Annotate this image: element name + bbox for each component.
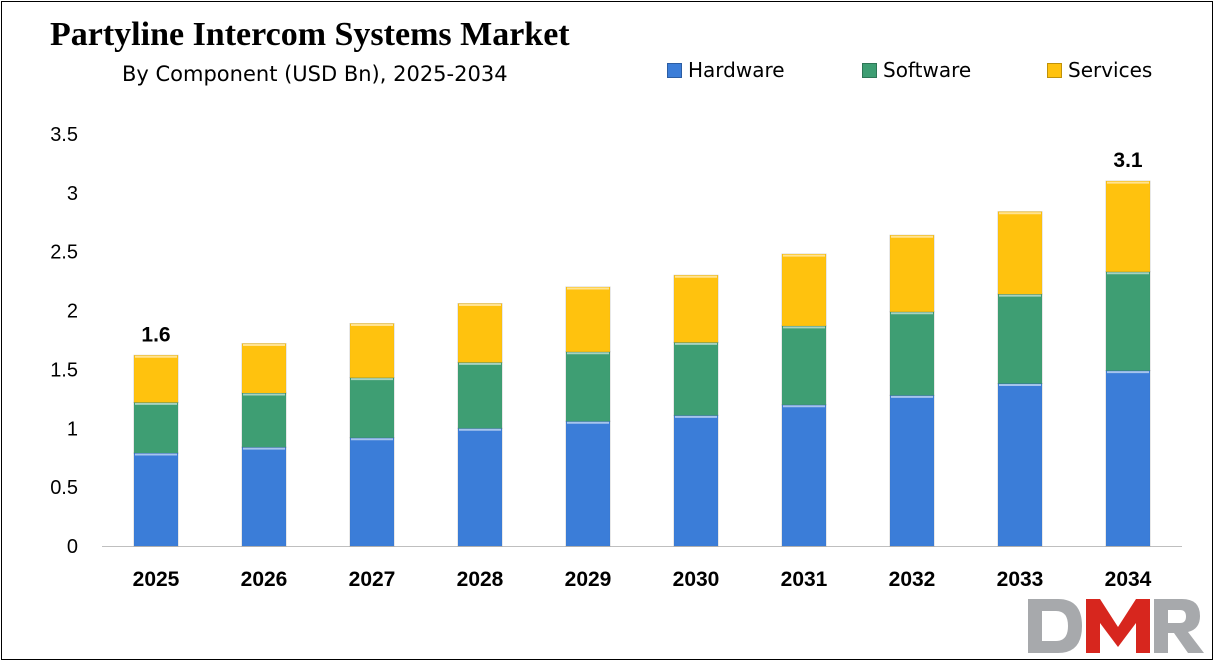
bar-shade-software-2025 (134, 402, 178, 454)
total-label-2025: 1.6 (141, 323, 170, 346)
x-tick-label-2030: 2030 (673, 568, 720, 591)
bar-shade-software-2032 (890, 311, 934, 396)
x-tick-label-2034: 2034 (1105, 568, 1152, 591)
bar-shade-services-2034 (1106, 181, 1150, 272)
logo-letter-r (1154, 599, 1204, 653)
logo-letter-m (1086, 599, 1150, 653)
total-label-2034: 3.1 (1113, 149, 1143, 172)
bar-shade-services-2026 (242, 343, 286, 393)
legend-label-software: Software (883, 58, 972, 82)
chart-subtitle: By Component (USD Bn), 2025-2034 (122, 62, 508, 86)
legend-item-software: Software (862, 58, 971, 82)
bar-shade-hardware-2026 (242, 447, 286, 546)
bar-shade-services-2032 (890, 235, 934, 312)
chart-legend: Hardware Software Services (667, 58, 1187, 84)
y-tick-label: 3.5 (50, 124, 78, 146)
bar-shade-hardware-2033 (998, 383, 1042, 546)
bar-shade-software-2028 (458, 362, 502, 429)
bar-shade-services-2033 (998, 211, 1042, 295)
x-tick-label-2025: 2025 (133, 568, 180, 591)
bar-shade-services-2029 (566, 287, 610, 352)
bar-shade-hardware-2031 (782, 404, 826, 546)
chart-title: Partyline Intercom Systems Market (50, 16, 570, 53)
y-tick-label: 1 (67, 418, 78, 440)
y-axis-tick-labels: 0 0.5 1 1.5 2 2.5 3 3.5 (50, 124, 78, 558)
bar-shade-software-2030 (674, 342, 718, 416)
bar-shade-software-2026 (242, 392, 286, 448)
bar-shade-hardware-2029 (566, 421, 610, 546)
x-tick-label-2028: 2028 (457, 568, 504, 591)
y-tick-label: 2 (67, 301, 78, 323)
bar-shade-services-2031 (782, 254, 826, 326)
legend-item-hardware: Hardware (667, 58, 785, 82)
x-tick-label-2027: 2027 (349, 568, 396, 591)
bar-stacks (133, 180, 1151, 547)
bar-shade-software-2029 (566, 351, 610, 422)
x-tick-label-2026: 2026 (241, 568, 288, 591)
x-axis-tick-labels: 2025 2026 2027 2028 2029 2030 2031 2032 2033 2034 (133, 568, 1152, 591)
bar-shade-hardware-2030 (674, 415, 718, 546)
bar-shade-services-2027 (350, 323, 394, 378)
bar-shade-hardware-2027 (350, 437, 394, 546)
bar-shade-hardware-2025 (134, 453, 178, 546)
bar-shade-hardware-2028 (458, 428, 502, 546)
y-tick-label: 1.5 (50, 359, 78, 381)
x-tick-label-2033: 2033 (997, 568, 1044, 591)
y-tick-label: 0 (67, 536, 78, 558)
y-tick-label: 2.5 (50, 242, 78, 264)
bar-shade-services-2030 (674, 275, 718, 343)
bar-shade-software-2031 (782, 325, 826, 405)
x-tick-label-2032: 2032 (889, 568, 936, 591)
bar-shade-software-2027 (350, 377, 394, 438)
legend-label-hardware: Hardware (688, 58, 785, 82)
legend-label-services: Services (1068, 58, 1153, 82)
logo-letter-d (1028, 599, 1082, 653)
bar-shade-services-2025 (134, 355, 178, 403)
legend-swatch-software (862, 62, 877, 78)
data-labels: 1.6 3.1 (141, 149, 1143, 346)
bar-shade-services-2028 (458, 303, 502, 363)
y-tick-label: 0.5 (50, 477, 78, 499)
dmr-logo (1028, 599, 1204, 653)
bar-shade-software-2034 (1106, 271, 1150, 371)
x-tick-label-2031: 2031 (781, 568, 828, 591)
y-tick-label: 3 (67, 183, 78, 205)
legend-swatch-hardware (667, 62, 682, 78)
x-tick-label-2029: 2029 (565, 568, 612, 591)
bar-shade-hardware-2032 (890, 395, 934, 546)
bar-shade-hardware-2034 (1106, 370, 1150, 546)
legend-item-services: Services (1047, 58, 1152, 82)
legend-swatch-services (1047, 62, 1062, 78)
bar-shade-software-2033 (998, 294, 1042, 384)
